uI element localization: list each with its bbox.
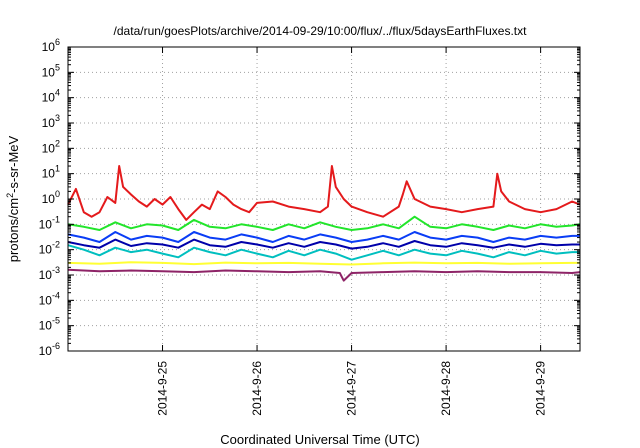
y-tick-label: 10-3 xyxy=(39,265,60,282)
y-tick-label: 10-2 xyxy=(39,240,60,257)
y-axis: 10-6 10-5 10-4 10-3 10-2 10-1 100 101 102 103 104 1… xyxy=(39,37,580,358)
x-axis: 2014-9-25 2014-9-26 2014-9-27 2014-9-28 2014… xyxy=(156,47,548,416)
x-axis-label: Coordinated Universal Time (UTC) xyxy=(220,432,419,447)
x-tick-label: 2014-9-28 xyxy=(439,361,453,416)
y-tick-label: 10-6 xyxy=(39,341,60,358)
x-tick-label: 2014-9-29 xyxy=(534,361,548,416)
y-tick-label: 10-5 xyxy=(39,316,60,333)
data-series xyxy=(67,165,581,282)
y-tick-label: 104 xyxy=(42,88,60,105)
chart-title: /data/run/goesPlots/archive/2014-09-29/1… xyxy=(114,24,528,38)
x-tick-label: 2014-9-26 xyxy=(250,361,264,416)
series-line xyxy=(67,268,581,282)
y-axis-label-sup: 2 xyxy=(5,193,15,198)
x-tick-label: 2014-9-25 xyxy=(156,361,170,416)
series-line xyxy=(67,231,580,243)
y-axis-label: protons/cm2-s-sr-MeV xyxy=(5,135,21,262)
y-tick-label: 106 xyxy=(42,37,60,54)
y-tick-label: 101 xyxy=(42,164,60,181)
y-tick-label: 100 xyxy=(42,189,60,206)
series-line xyxy=(67,215,581,231)
y-tick-label: 10-1 xyxy=(39,214,60,231)
y-axis-label-base: protons/cm xyxy=(6,198,21,262)
y-tick-label: 10-4 xyxy=(39,290,60,307)
y-tick-label: 102 xyxy=(42,138,60,155)
y-tick-label: 105 xyxy=(42,62,60,79)
y-tick-label: 103 xyxy=(42,113,60,130)
grid-lines xyxy=(68,47,580,351)
series-line xyxy=(67,238,580,250)
x-tick-label: 2014-9-27 xyxy=(345,361,359,416)
series-line xyxy=(67,244,580,261)
series-line xyxy=(67,165,581,221)
y-axis-label-rest: -s-sr-MeV xyxy=(6,135,21,192)
series-line xyxy=(67,261,580,266)
